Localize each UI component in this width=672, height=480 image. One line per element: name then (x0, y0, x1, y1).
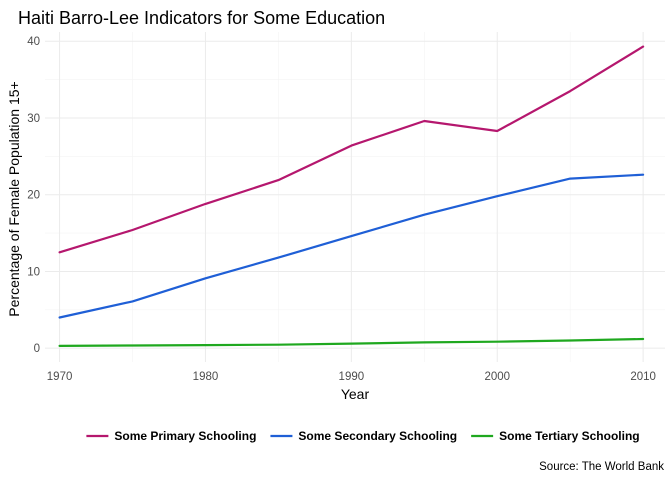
series-line (58, 173, 645, 319)
x-axis-ticks: 1970 1980 1990 2000 2010 (47, 371, 656, 383)
chart-title: Haiti Barro-Lee Indicators for Some Educ… (18, 8, 385, 28)
x-tick-label: 1970 (47, 371, 73, 383)
series-line (58, 337, 645, 347)
y-tick-label: 40 (27, 36, 40, 48)
legend-label: Some Tertiary Schooling (499, 429, 639, 443)
y-tick-label: 30 (27, 113, 40, 125)
series-lines (58, 45, 645, 347)
x-tick-label: 2010 (630, 371, 656, 383)
legend: Some Primary Schooling Some Secondary Sch… (86, 429, 640, 443)
x-tick-label: 1980 (193, 371, 219, 383)
chart-caption: Source: The World Bank (539, 461, 664, 473)
gridlines (45, 32, 665, 362)
y-tick-label: 20 (27, 190, 40, 202)
y-axis-ticks: 0 10 20 30 40 (27, 36, 40, 355)
series-line (58, 45, 645, 254)
x-tick-label: 2000 (484, 371, 510, 383)
y-tick-label: 10 (27, 266, 40, 278)
x-axis-title: Year (341, 386, 370, 402)
legend-label: Some Secondary Schooling (298, 429, 457, 443)
y-axis-title: Percentage of Female Population 15+ (6, 81, 22, 316)
y-tick-label: 0 (34, 343, 40, 355)
x-tick-label: 1990 (339, 371, 365, 383)
legend-label: Some Primary Schooling (114, 429, 256, 443)
